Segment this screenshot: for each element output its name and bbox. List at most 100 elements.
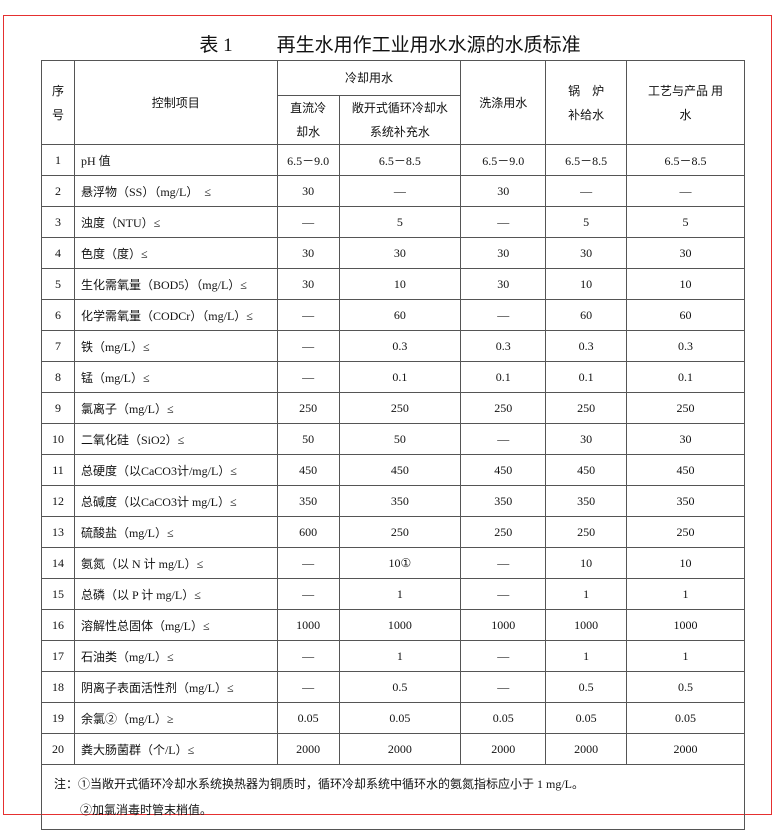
row-value: 1000 (338, 609, 462, 641)
row-item: 锰（mg/L）≤ (73, 361, 278, 393)
table-row: 6 化学需氧量（CODCr）（mg/L）≤ —60—60 60 (41, 299, 745, 331)
row-value: — (338, 175, 462, 207)
row-value: 6.5－9.0 (276, 144, 340, 176)
row-value: 0.5 (545, 671, 628, 703)
table-row: 1 pH 值 6.5－9.0 6.5－8.5 6.5－9.0 6.5－8.5 6.5－8.5 (41, 144, 745, 176)
row-value: 250 (626, 392, 745, 424)
row-no: 17 (41, 640, 75, 672)
row-value: 0.3 (626, 330, 745, 362)
row-no: 7 (41, 330, 75, 362)
header-item: 控制项目 (73, 60, 278, 145)
row-value: 30 (276, 268, 340, 300)
row-item: 石油类（mg/L）≤ (73, 640, 278, 672)
table-row: 2 悬浮物（SS）（mg/L） ≤30—30— — (41, 175, 745, 207)
row-item: 溶解性总固体（mg/L）≤ (73, 609, 278, 641)
row-item: 粪大肠菌群（个/L）≤ (73, 733, 278, 765)
row-value: 60 (338, 299, 462, 331)
row-no: 2 (41, 175, 75, 207)
row-item: 氨氮（以 N 计 mg/L）≤ (73, 547, 278, 579)
row-value: 600 (276, 516, 340, 548)
row-value: 250 (276, 392, 340, 424)
row-value: 5 (338, 206, 462, 238)
row-no: 12 (41, 485, 75, 517)
row-value: — (276, 206, 340, 238)
row-value: — (276, 361, 340, 393)
row-item: 铁（mg/L）≤ (73, 330, 278, 362)
row-value: 5 (545, 206, 628, 238)
row-value: 2000 (276, 733, 340, 765)
row-item: 总碱度（以CaCO3计 mg/L）≤ (73, 485, 278, 517)
table-row: 17 石油类（mg/L）≤ —1—1 1 (41, 640, 745, 672)
row-value: 1000 (626, 609, 745, 641)
table-row: 5 生化需氧量（BOD5）（mg/L）≤ 30 10 30 10 10 (41, 268, 745, 300)
table-row: 18 阴离子表面活性剂（mg/L）≤ —0.5—0.5 0.5 (41, 671, 745, 703)
row-value: — (460, 547, 547, 579)
row-no: 15 (41, 578, 75, 610)
row-value: 250 (338, 516, 462, 548)
table-row: 4 色度（度）≤ 30 30 30 30 30 (41, 237, 745, 269)
row-value: 0.3 (545, 330, 628, 362)
row-no: 10 (41, 423, 75, 455)
header-row: 序号 控制项目 冷却用水 洗涤用水 锅 炉 补给水 工艺与产品 用 水 (41, 60, 747, 145)
table-title: 表 1 再生水用作工业用水水源的水质标准 (0, 30, 780, 57)
row-item: 悬浮物（SS）（mg/L） ≤ (73, 175, 278, 207)
row-item: 氯离子（mg/L）≤ (73, 392, 278, 424)
row-no: 13 (41, 516, 75, 548)
notes-row: 注：①当敞开式循环冷却水系统换热器为铜质时，循环冷却系统中循环水的氨氮指标应小于… (41, 764, 745, 830)
row-value: 50 (276, 423, 340, 455)
row-value: 0.1 (626, 361, 745, 393)
row-value: 2000 (626, 733, 745, 765)
row-value: 30 (276, 237, 340, 269)
row-item: 二氧化硅（SiO2）≤ (73, 423, 278, 455)
row-value: 2000 (460, 733, 547, 765)
row-value: 250 (626, 516, 745, 548)
row-no: 6 (41, 299, 75, 331)
row-item: 色度（度）≤ (73, 237, 278, 269)
row-value: 1 (626, 640, 745, 672)
row-value: 450 (460, 454, 547, 486)
row-item: 总硬度（以CaCO3计/mg/L）≤ (73, 454, 278, 486)
row-value: 30 (276, 175, 340, 207)
row-value: 250 (338, 392, 462, 424)
row-item: 浊度（NTU）≤ (73, 206, 278, 238)
row-value: 1 (338, 578, 462, 610)
row-value: — (460, 206, 547, 238)
row-value: 0.05 (276, 702, 340, 734)
row-no: 5 (41, 268, 75, 300)
table-row: 9 氯离子（mg/L）≤ 250 250 250 250 250 (41, 392, 745, 424)
row-value: 60 (545, 299, 628, 331)
header-open: 敞开式循环冷却水系统补充水 (338, 95, 462, 145)
row-value: 10 (545, 547, 628, 579)
row-value: 350 (338, 485, 462, 517)
row-value: 30 (626, 423, 745, 455)
table-row: 16 溶解性总固体（mg/L）≤ 1000 1000 1000 1000 1000 (41, 609, 745, 641)
table-row: 8 锰（mg/L）≤ —0.1 0.1 0.1 0.1 (41, 361, 745, 393)
row-value: 1000 (460, 609, 547, 641)
note-1: 注：①当敞开式循环冷却水系统换热器为铜质时，循环冷却系统中循环水的氨氮指标应小于… (54, 777, 585, 791)
table-caption: 再生水用作工业用水水源的水质标准 (276, 35, 581, 56)
row-value: 0.1 (460, 361, 547, 393)
row-value: — (460, 423, 547, 455)
header-boiler: 锅 炉 补给水 (545, 60, 628, 145)
row-no: 16 (41, 609, 75, 641)
row-value: 6.5－8.5 (626, 144, 745, 176)
row-value: 250 (460, 516, 547, 548)
row-value: 30 (545, 423, 628, 455)
row-value: 250 (545, 392, 628, 424)
table-row: 7 铁（mg/L）≤ —0.3 0.3 0.3 0.3 (41, 330, 745, 362)
row-value: 10 (545, 268, 628, 300)
row-item: 生化需氧量（BOD5）（mg/L）≤ (73, 268, 278, 300)
row-value: 10 (338, 268, 462, 300)
row-value: 0.3 (460, 330, 547, 362)
row-value: — (276, 547, 340, 579)
row-value: 0.05 (545, 702, 628, 734)
table-row: 15 总磷（以 P 计 mg/L）≤ —1—1 1 (41, 578, 745, 610)
row-value: 1 (626, 578, 745, 610)
row-no: 11 (41, 454, 75, 486)
table-row: 19 余氯②（mg/L）≥ 0.05 0.05 0.05 0.05 0.05 (41, 702, 745, 734)
row-value: 1 (545, 640, 628, 672)
row-value: 30 (545, 237, 628, 269)
row-value: — (545, 175, 628, 207)
row-value: — (460, 640, 547, 672)
row-value: 50 (338, 423, 462, 455)
